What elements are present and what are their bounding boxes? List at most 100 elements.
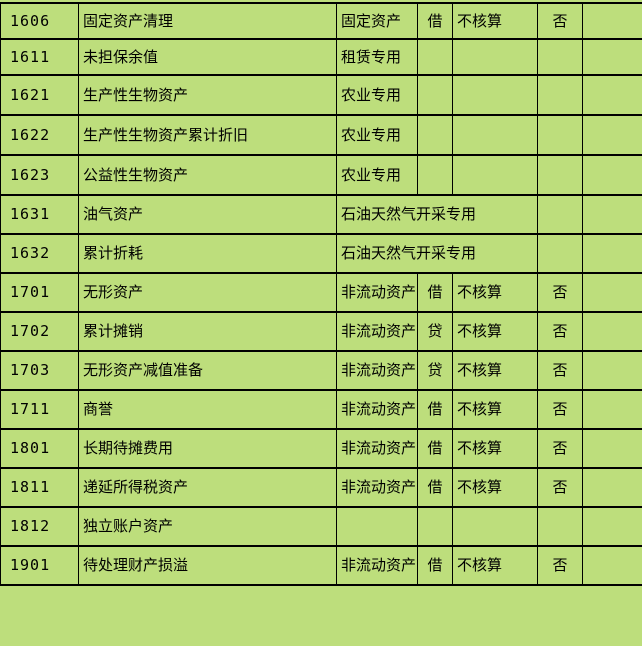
- cell-quantity-flag[interactable]: [537, 195, 583, 235]
- cell-balance-direction[interactable]: 贷: [417, 351, 453, 391]
- cell-quantity-flag[interactable]: [537, 234, 583, 274]
- cell-category[interactable]: 固定资产: [336, 2, 418, 40]
- cell-extra[interactable]: [582, 429, 642, 469]
- cell-assist-accounting[interactable]: [452, 115, 538, 156]
- cell-assist-accounting[interactable]: 不核算: [452, 468, 538, 508]
- cell-quantity-flag[interactable]: [537, 115, 583, 156]
- cell-extra[interactable]: [582, 312, 642, 352]
- cell-extra[interactable]: [582, 507, 642, 547]
- cell-extra[interactable]: [582, 390, 642, 430]
- cell-extra[interactable]: [582, 115, 642, 156]
- cell-assist-accounting[interactable]: [452, 39, 538, 76]
- cell-quantity-flag[interactable]: 否: [537, 312, 583, 352]
- cell-account-name[interactable]: 累计摊销: [78, 312, 337, 352]
- cell-extra[interactable]: [582, 351, 642, 391]
- cell-category[interactable]: 非流动资产: [336, 312, 418, 352]
- cell-quantity-flag[interactable]: [537, 155, 583, 196]
- cell-extra[interactable]: [582, 195, 642, 235]
- cell-balance-direction[interactable]: 借: [417, 2, 453, 40]
- cell-quantity-flag[interactable]: 否: [537, 468, 583, 508]
- cell-account-name[interactable]: 递延所得税资产: [78, 468, 337, 508]
- cell-account-code[interactable]: 1701: [0, 273, 79, 313]
- cell-balance-direction[interactable]: 借: [417, 273, 453, 313]
- cell-account-code[interactable]: 1623: [0, 155, 79, 196]
- cell-account-code[interactable]: 1631: [0, 195, 79, 235]
- cell-assist-accounting[interactable]: [452, 507, 538, 547]
- cell-extra[interactable]: [582, 234, 642, 274]
- cell-category[interactable]: 非流动资产: [336, 468, 418, 508]
- cell-account-name[interactable]: 生产性生物资产累计折旧: [78, 115, 337, 156]
- cell-account-name[interactable]: 长期待摊费用: [78, 429, 337, 469]
- cell-quantity-flag[interactable]: 否: [537, 546, 583, 586]
- cell-quantity-flag[interactable]: 否: [537, 273, 583, 313]
- cell-assist-accounting[interactable]: 不核算: [452, 390, 538, 430]
- cell-account-code[interactable]: 1711: [0, 390, 79, 430]
- cell-account-code[interactable]: 1703: [0, 351, 79, 391]
- cell-category[interactable]: 非流动资产: [336, 351, 418, 391]
- cell-quantity-flag[interactable]: [537, 39, 583, 76]
- cell-account-name[interactable]: 累计折耗: [78, 234, 337, 274]
- cell-category[interactable]: 农业专用: [336, 75, 418, 116]
- cell-assist-accounting[interactable]: 不核算: [452, 312, 538, 352]
- cell-account-name[interactable]: 独立账户资产: [78, 507, 337, 547]
- cell-extra[interactable]: [582, 273, 642, 313]
- cell-balance-direction[interactable]: 贷: [417, 312, 453, 352]
- cell-quantity-flag[interactable]: [537, 507, 583, 547]
- cell-quantity-flag[interactable]: 否: [537, 390, 583, 430]
- cell-extra[interactable]: [582, 468, 642, 508]
- cell-category[interactable]: 非流动资产: [336, 429, 418, 469]
- cell-balance-direction[interactable]: [417, 507, 453, 547]
- cell-category[interactable]: 石油天然气开采专用: [336, 195, 538, 235]
- cell-category[interactable]: 非流动资产: [336, 390, 418, 430]
- cell-balance-direction[interactable]: 借: [417, 468, 453, 508]
- cell-balance-direction[interactable]: 借: [417, 390, 453, 430]
- cell-balance-direction[interactable]: [417, 115, 453, 156]
- cell-account-code[interactable]: 1811: [0, 468, 79, 508]
- cell-category[interactable]: [336, 507, 418, 547]
- cell-account-code[interactable]: 1606: [0, 2, 79, 40]
- cell-account-name[interactable]: 商誉: [78, 390, 337, 430]
- cell-category[interactable]: 租赁专用: [336, 39, 418, 76]
- cell-balance-direction[interactable]: [417, 75, 453, 116]
- cell-account-code[interactable]: 1611: [0, 39, 79, 76]
- cell-assist-accounting[interactable]: [452, 75, 538, 116]
- cell-account-code[interactable]: 1812: [0, 507, 79, 547]
- cell-assist-accounting[interactable]: [452, 155, 538, 196]
- cell-account-code[interactable]: 1801: [0, 429, 79, 469]
- cell-account-code[interactable]: 1622: [0, 115, 79, 156]
- cell-quantity-flag[interactable]: [537, 75, 583, 116]
- cell-balance-direction[interactable]: [417, 39, 453, 76]
- cell-account-name[interactable]: 生产性生物资产: [78, 75, 337, 116]
- cell-balance-direction[interactable]: 借: [417, 429, 453, 469]
- cell-assist-accounting[interactable]: 不核算: [452, 273, 538, 313]
- cell-account-name[interactable]: 无形资产: [78, 273, 337, 313]
- cell-account-name[interactable]: 未担保余值: [78, 39, 337, 76]
- cell-account-name[interactable]: 固定资产清理: [78, 2, 337, 40]
- cell-category[interactable]: 农业专用: [336, 155, 418, 196]
- cell-assist-accounting[interactable]: 不核算: [452, 351, 538, 391]
- cell-balance-direction[interactable]: 借: [417, 546, 453, 586]
- cell-category[interactable]: 石油天然气开采专用: [336, 234, 538, 274]
- cell-account-name[interactable]: 无形资产减值准备: [78, 351, 337, 391]
- cell-assist-accounting[interactable]: 不核算: [452, 2, 538, 40]
- cell-account-code[interactable]: 1702: [0, 312, 79, 352]
- cell-quantity-flag[interactable]: 否: [537, 2, 583, 40]
- cell-extra[interactable]: [582, 39, 642, 76]
- cell-extra[interactable]: [582, 75, 642, 116]
- cell-account-name[interactable]: 待处理财产损溢: [78, 546, 337, 586]
- cell-extra[interactable]: [582, 546, 642, 586]
- cell-assist-accounting[interactable]: 不核算: [452, 546, 538, 586]
- cell-extra[interactable]: [582, 2, 642, 40]
- cell-assist-accounting[interactable]: 不核算: [452, 429, 538, 469]
- cell-category[interactable]: 农业专用: [336, 115, 418, 156]
- cell-quantity-flag[interactable]: 否: [537, 429, 583, 469]
- cell-quantity-flag[interactable]: 否: [537, 351, 583, 391]
- cell-account-code[interactable]: 1632: [0, 234, 79, 274]
- cell-account-name[interactable]: 公益性生物资产: [78, 155, 337, 196]
- cell-account-code[interactable]: 1621: [0, 75, 79, 116]
- cell-category[interactable]: 非流动资产: [336, 273, 418, 313]
- cell-account-name[interactable]: 油气资产: [78, 195, 337, 235]
- cell-account-code[interactable]: 1901: [0, 546, 79, 586]
- cell-balance-direction[interactable]: [417, 155, 453, 196]
- cell-extra[interactable]: [582, 155, 642, 196]
